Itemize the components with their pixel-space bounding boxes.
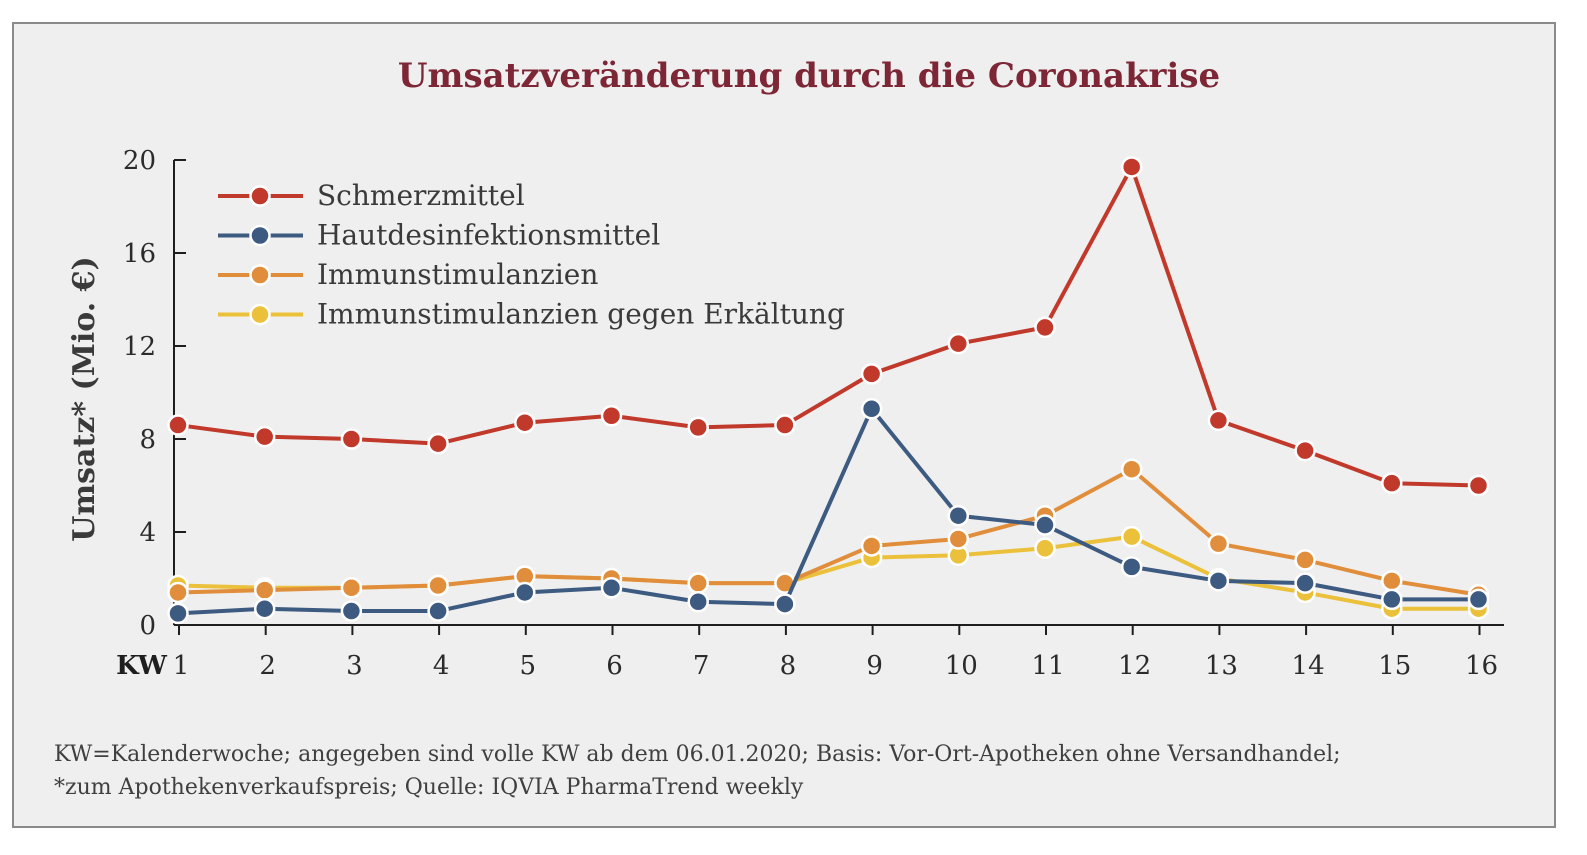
x-tick-label: 15 (1378, 651, 1411, 681)
data-point (1120, 556, 1143, 578)
data-point (860, 363, 883, 385)
data-point (340, 428, 363, 450)
series-line (177, 164, 1479, 488)
data-point (253, 425, 276, 448)
legend-entry: Schmerzmittel (218, 179, 525, 212)
data-point (1381, 570, 1403, 592)
data-point (774, 593, 796, 615)
legend: Schmerzmittel Hautdesinfektionsmittel Immu… (218, 179, 845, 331)
data-point (1294, 572, 1316, 594)
legend-entry: Hautdesinfektionsmittel (218, 219, 660, 252)
data-point (1034, 514, 1056, 536)
data-point (774, 414, 796, 436)
series-4 (167, 525, 1490, 620)
y-tick-label: 20 (123, 146, 156, 176)
data-point (1207, 570, 1230, 592)
y-axis-label: Umsatz* (Mio. €) (67, 256, 102, 542)
data-point (1207, 532, 1230, 555)
data-point (600, 577, 623, 599)
data-point (427, 574, 449, 597)
x-tick-label: 1 (173, 651, 190, 681)
data-point (600, 405, 623, 427)
y-tick-label: 8 (139, 425, 156, 455)
legend-entry: Immunstimulanzien (218, 258, 598, 291)
line-chart: Umsatzveränderung durch die Coronakrise … (67, 56, 1504, 681)
legend-marker (249, 224, 271, 247)
data-point (1294, 439, 1316, 462)
x-tick-label: 16 (1465, 651, 1498, 681)
data-point (1120, 458, 1143, 480)
data-point (1467, 474, 1490, 497)
legend-label: Hautdesinfektionsmittel (317, 219, 660, 252)
data-point (514, 411, 536, 434)
data-point (167, 414, 189, 436)
y-tick-label: 0 (139, 611, 156, 641)
series-layer (167, 156, 1490, 625)
data-point (253, 579, 276, 601)
data-point (167, 581, 189, 604)
data-point (687, 416, 709, 439)
legend-marker (249, 185, 271, 207)
data-point (687, 591, 709, 613)
data-point (427, 432, 449, 455)
series-line (177, 534, 1479, 611)
data-point (860, 398, 883, 420)
series-1 (167, 156, 1490, 497)
legend-label: Immunstimulanzien gegen Erkältung (317, 298, 845, 331)
series-line (177, 406, 1479, 616)
x-tick-label: 5 (520, 651, 537, 681)
x-tick-label: 12 (1118, 651, 1151, 681)
y-tick-label: 16 (123, 239, 156, 269)
data-point (1120, 156, 1143, 178)
x-tick-label: 7 (693, 651, 710, 681)
legend-label: Immunstimulanzien (317, 258, 598, 291)
data-point (947, 332, 970, 355)
data-point (860, 535, 883, 557)
chart-frame: Umsatzveränderung durch die Coronakrise … (12, 22, 1556, 828)
data-point (427, 600, 449, 622)
data-point (1120, 525, 1143, 548)
legend-marker (249, 303, 271, 326)
legend-label: Schmerzmittel (317, 179, 525, 212)
data-point (1381, 588, 1403, 611)
y-tick-label: 12 (123, 332, 156, 362)
legend-marker (249, 264, 271, 286)
x-tick-label: 6 (606, 651, 623, 681)
data-point (1034, 316, 1056, 339)
data-point (1207, 409, 1230, 432)
y-tick-label: 4 (139, 518, 156, 548)
data-point (253, 597, 276, 620)
x-tick-label: 3 (346, 651, 363, 681)
data-point (340, 600, 363, 622)
chart-title: Umsatzveränderung durch die Coronakrise (398, 56, 1220, 96)
x-tick-label: 11 (1031, 651, 1064, 681)
data-point (1034, 537, 1056, 560)
data-point (1381, 472, 1403, 494)
data-point (947, 504, 970, 527)
footnote: KW=Kalenderwoche; angegeben sind volle K… (54, 738, 1341, 804)
data-point (167, 602, 189, 625)
footnote-line-2: *zum Apothekenverkaufspreis; Quelle: IQV… (54, 775, 804, 800)
data-point (687, 572, 709, 594)
series-2 (167, 398, 1490, 625)
x-tick-label: 9 (866, 651, 883, 681)
footnote-line-1: KW=Kalenderwoche; angegeben sind volle K… (54, 742, 1341, 767)
x-tick-label: 2 (259, 651, 276, 681)
x-tick-label: 8 (780, 651, 797, 681)
data-point (340, 577, 363, 599)
data-point (1294, 549, 1316, 571)
data-point (947, 528, 970, 550)
x-tick-label: 13 (1205, 651, 1238, 681)
x-tick-label: 10 (945, 651, 978, 681)
data-point (514, 581, 536, 604)
x-tick-label: 14 (1292, 651, 1325, 681)
x-tick-label: 4 (433, 651, 450, 681)
series-line (177, 467, 1479, 597)
x-axis-prefix-label: KW (116, 651, 168, 681)
legend-entry: Immunstimulanzien gegen Erkältung (218, 298, 845, 331)
data-point (1467, 588, 1490, 611)
